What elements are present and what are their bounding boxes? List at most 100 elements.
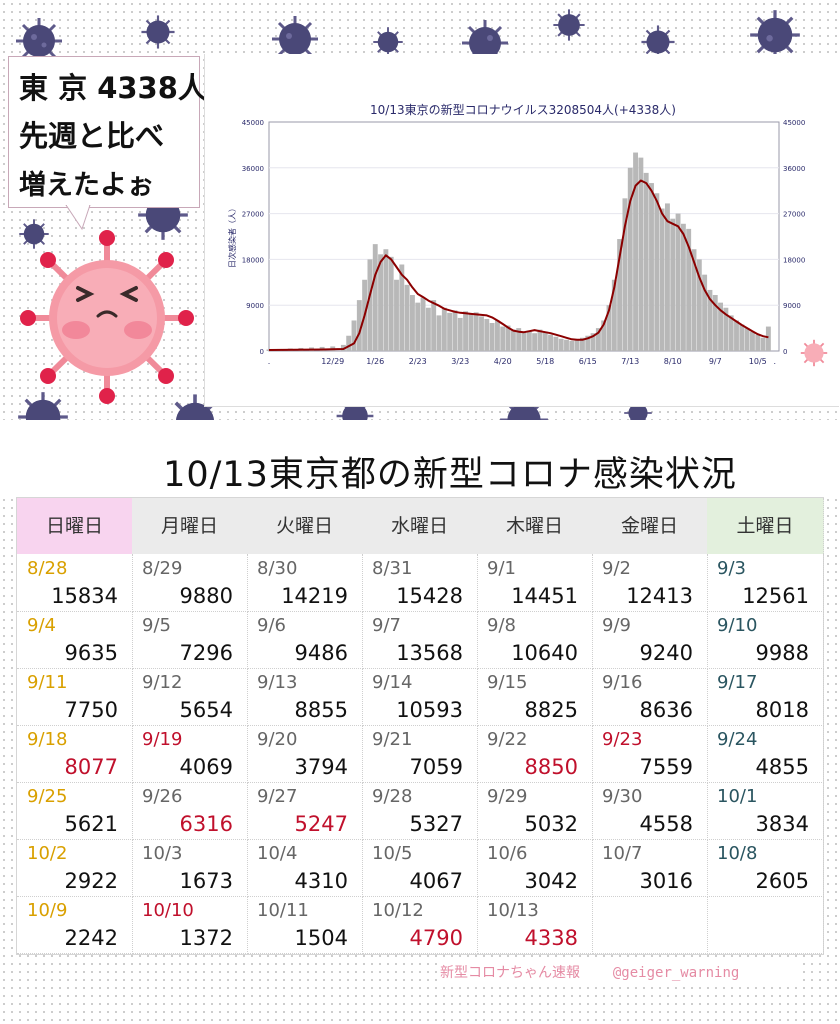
virus-icon — [553, 9, 585, 41]
daily-bar — [707, 289, 713, 351]
y-tick-label-right: 36000 — [783, 165, 805, 173]
x-tick-label: 7/13 — [621, 357, 639, 366]
weekday-header: 日曜日 — [17, 498, 133, 554]
daily-bar — [627, 167, 633, 351]
day-count: 9880 — [179, 584, 233, 608]
y-tick-label-left: 27000 — [242, 211, 264, 219]
y-tick-label-left: 0 — [260, 348, 264, 356]
day-cell: 10/12 4790 — [362, 896, 478, 954]
day-cell: 9/23 7559 — [592, 725, 708, 783]
daily-bar — [638, 157, 644, 351]
day-date: 9/4 — [27, 615, 56, 636]
day-date: 10/11 — [257, 900, 309, 921]
y-tick-label-left: 36000 — [242, 165, 264, 173]
daily-bar — [468, 314, 474, 351]
day-count: 7750 — [64, 698, 118, 722]
day-count: 8077 — [64, 755, 118, 779]
daily-bar — [654, 193, 660, 351]
day-count: 1504 — [294, 926, 348, 950]
day-count: 10593 — [396, 698, 463, 722]
daily-bar — [755, 334, 761, 351]
day-cell: 9/20 3794 — [247, 725, 363, 783]
table-header-band — [0, 420, 840, 494]
day-cell: 10/10 1372 — [132, 896, 248, 954]
day-cell: 8/28 15834 — [17, 554, 133, 612]
daily-bar — [489, 323, 495, 351]
daily-bar — [718, 302, 724, 351]
daily-bar — [452, 310, 458, 351]
daily-bar — [394, 279, 399, 351]
day-count: 15428 — [396, 584, 463, 608]
day-cell: 9/28 5327 — [362, 782, 478, 840]
day-count: 4558 — [639, 812, 693, 836]
x-tick-label: 9/7 — [709, 357, 722, 366]
daily-bar — [356, 300, 362, 351]
daily-bar — [521, 331, 527, 351]
day-cell: 9/26 6316 — [132, 782, 248, 840]
day-count: 7059 — [409, 755, 463, 779]
day-date: 8/29 — [142, 558, 183, 579]
day-count: 12413 — [626, 584, 693, 608]
daily-bar — [420, 297, 426, 351]
weekday-header: 月曜日 — [132, 498, 248, 554]
day-cell: 10/1 3834 — [707, 782, 824, 840]
day-date: 10/13 — [487, 900, 539, 921]
day-cell: 9/18 8077 — [17, 725, 133, 783]
speech-bubble: 東 京 4338人 先週と比べ 増えたよぉ — [8, 56, 207, 208]
weekday-header: 土曜日 — [707, 498, 824, 554]
day-cell: 9/29 5032 — [477, 782, 593, 840]
daily-bar — [526, 330, 532, 351]
daily-bar — [569, 340, 575, 351]
day-cell: 10/8 2605 — [707, 839, 824, 897]
day-date: 8/31 — [372, 558, 413, 579]
daily-bar — [409, 295, 415, 351]
infection-chart: 10/13東京の新型コロナウイルス3208504人(+4338人) 0 0 9000… — [227, 102, 805, 366]
day-count: 9988 — [755, 641, 809, 665]
virus-icon — [19, 219, 49, 249]
virus-icon — [373, 27, 403, 57]
mini-virus-icon — [800, 339, 828, 367]
day-count: 9240 — [639, 641, 693, 665]
footer-handle: @geiger_warning — [612, 965, 740, 981]
daily-bar — [696, 259, 702, 351]
daily-bar — [558, 338, 564, 351]
daily-bar — [404, 284, 410, 351]
daily-bar — [436, 315, 442, 351]
day-cell: 9/21 7059 — [362, 725, 478, 783]
day-date: 9/21 — [372, 729, 413, 750]
day-count: 5621 — [64, 812, 118, 836]
y-tick-label-left: 9000 — [246, 302, 264, 310]
day-cell: 9/14 10593 — [362, 668, 478, 726]
day-cell: 9/30 4558 — [592, 782, 708, 840]
day-date: 9/27 — [257, 786, 298, 807]
day-cell: 10/9 2242 — [17, 896, 133, 954]
day-date: 9/11 — [27, 672, 68, 693]
daily-bar — [473, 312, 479, 351]
table-title: 10/13東京都の新型コロナ感染状況 — [163, 455, 737, 495]
daily-bar — [643, 172, 649, 351]
day-date: 9/17 — [717, 672, 758, 693]
day-date: 9/23 — [602, 729, 643, 750]
day-date: 9/1 — [487, 558, 516, 579]
day-date: 9/9 — [602, 615, 631, 636]
day-count: 9486 — [294, 641, 348, 665]
virus-icon — [16, 18, 62, 64]
daily-bar — [553, 336, 559, 351]
day-cell — [592, 896, 708, 954]
daily-bar — [664, 203, 670, 351]
day-count: 5654 — [179, 698, 233, 722]
daily-bar — [510, 329, 516, 351]
day-date: 9/10 — [717, 615, 758, 636]
day-count: 5247 — [294, 812, 348, 836]
day-cell: 9/11 7750 — [17, 668, 133, 726]
footer-credit: 新型コロナちゃん速報 @geiger_warning — [440, 962, 800, 984]
daily-bar — [590, 333, 596, 351]
daily-bar — [675, 213, 681, 351]
day-cell: 8/29 9880 — [132, 554, 248, 612]
day-date: 9/15 — [487, 672, 528, 693]
day-date: 10/1 — [717, 786, 758, 807]
day-cell: 9/17 8018 — [707, 668, 824, 726]
daily-bar — [537, 329, 543, 351]
daily-bar — [542, 331, 548, 351]
daily-bar — [659, 208, 665, 351]
